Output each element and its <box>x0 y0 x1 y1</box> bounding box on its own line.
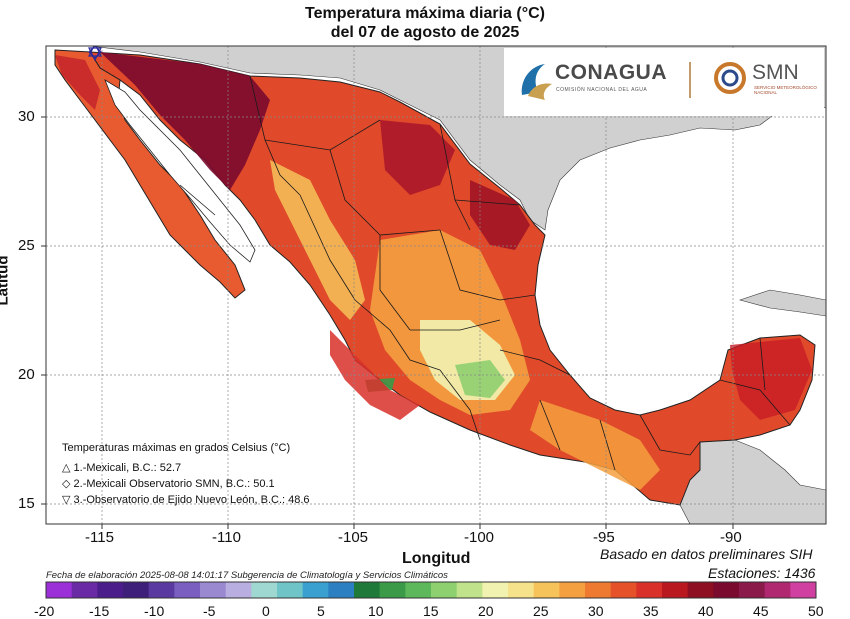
conagua-logo-icon <box>521 64 552 100</box>
colorbar-label: 5 <box>317 603 325 619</box>
colorbar-frame <box>45 581 817 599</box>
zone-extreme-nl <box>470 180 530 250</box>
diamond-icon: ◇ <box>62 478 71 490</box>
elaboration-date: Fecha de elaboración 2025-08-08 14:01:17… <box>46 570 448 581</box>
colorbar-swatch <box>379 582 406 598</box>
legend-item: ▽ 3.-Observatorio de Ejido Nuevo León, B… <box>62 494 310 506</box>
colorbar-swatch <box>482 582 509 598</box>
zone-warm-south <box>530 400 660 490</box>
smn-logo-text: SMN <box>752 61 799 84</box>
station-marker-mexicali <box>88 46 102 57</box>
colorbar-label: 0 <box>262 603 270 619</box>
legend-item: ◇ 2.-Mexicali Observatorio SMN, B.C.: 50… <box>62 478 275 490</box>
stations-count: Estaciones: 1436 <box>708 565 816 581</box>
colorbar-swatch <box>687 582 714 598</box>
x-tick: -100 <box>464 529 495 546</box>
colorbar-swatch <box>354 582 381 598</box>
smn-logo-subtitle: SERVICIO METEOROLÓGICO NACIONAL <box>754 85 817 95</box>
colorbar <box>45 581 817 599</box>
colorbar-swatch <box>585 582 612 598</box>
colorbar-label: 20 <box>478 603 494 619</box>
colorbar-swatch <box>508 582 535 598</box>
zone-extreme-sonora <box>100 52 270 190</box>
colorbar-swatch <box>328 582 355 598</box>
legend-item: △ 1.-Mexicali, B.C.: 52.7 <box>62 462 182 474</box>
zone-extreme-baja <box>55 55 100 110</box>
x-tick: -90 <box>720 529 742 546</box>
smn-logo-icon <box>714 62 746 94</box>
cuba-land <box>738 289 826 317</box>
x-axis-label: Longitud <box>402 550 471 567</box>
colorbar-swatch <box>200 582 227 598</box>
colorbar-label: 15 <box>423 603 439 619</box>
colorbar-label: -5 <box>203 603 216 619</box>
zone-mild-sierra <box>270 160 365 320</box>
colorbar-label: -20 <box>34 603 55 619</box>
zone-extreme-north <box>380 120 455 195</box>
map-title: Temperatura máxima diaria (°C) <box>305 5 545 22</box>
x-tick: -105 <box>338 529 369 546</box>
colorbar-swatch <box>610 582 637 598</box>
x-tick: -110 <box>212 529 241 546</box>
gridlines <box>46 46 826 524</box>
colorbar-swatch <box>431 582 458 598</box>
station-marker-observatorio <box>88 46 102 59</box>
map-frame <box>45 45 827 525</box>
colorbar-swatch <box>456 582 483 598</box>
colorbar-swatch <box>790 582 817 598</box>
zone-hot-yucatan <box>730 338 812 420</box>
station-marker-nuevo-leon <box>88 47 102 62</box>
x-tick: -115 <box>85 529 114 546</box>
colorbar-label: 50 <box>808 603 824 619</box>
colorbar-swatch <box>713 582 740 598</box>
colorbar-swatch <box>559 582 586 598</box>
triangle-up-icon: △ <box>62 462 71 474</box>
colorbar-label: 40 <box>698 603 714 619</box>
y-axis-label: Latitud <box>0 255 12 306</box>
colorbar-swatch <box>739 582 766 598</box>
conagua-logo-text: CONAGUA <box>555 61 667 84</box>
colorbar-label: 10 <box>368 603 384 619</box>
station-legend: Temperaturas máximas en grados Celsius (… <box>62 440 310 508</box>
triangle-down-icon: ▽ <box>62 494 71 506</box>
colorbar-label: 25 <box>533 603 549 619</box>
colorbar-swatch <box>764 582 791 598</box>
colorbar-swatch <box>123 582 150 598</box>
map-subtitle: del 07 de agosto de 2025 <box>330 24 520 41</box>
gulf-of-california <box>104 79 256 263</box>
logo-panel <box>504 48 824 116</box>
colorbar-swatch <box>225 582 252 598</box>
colorbar-label: -15 <box>89 603 110 619</box>
colorbar-label: 30 <box>588 603 604 619</box>
source-note: Basado en datos preliminares SIH <box>600 546 813 562</box>
colorbar-swatch <box>405 582 432 598</box>
colorbar-swatch <box>636 582 663 598</box>
colorbar-swatch <box>251 582 278 598</box>
colorbar-label: 35 <box>643 603 659 619</box>
colorbar-swatch <box>277 582 304 598</box>
colorbar-swatch <box>97 582 124 598</box>
x-tick: -95 <box>593 529 615 546</box>
colorbar-swatch <box>174 582 201 598</box>
colorbar-label: 45 <box>753 603 769 619</box>
conagua-logo-subtitle: COMISIÓN NACIONAL DEL AGUA <box>556 87 648 93</box>
colorbar-swatch <box>662 582 689 598</box>
colorbar-swatch <box>302 582 329 598</box>
colorbar-label: -10 <box>144 603 165 619</box>
y-tick: 25 <box>18 237 35 254</box>
colorbar-swatch <box>46 582 73 598</box>
y-tick: 15 <box>18 495 35 512</box>
colorbar-swatch <box>71 582 98 598</box>
y-tick: 20 <box>18 366 35 383</box>
colorbar-swatch <box>533 582 560 598</box>
y-tick: 30 <box>18 108 35 125</box>
legend-heading: Temperaturas máximas en grados Celsius (… <box>62 442 291 454</box>
colorbar-swatch <box>148 582 175 598</box>
